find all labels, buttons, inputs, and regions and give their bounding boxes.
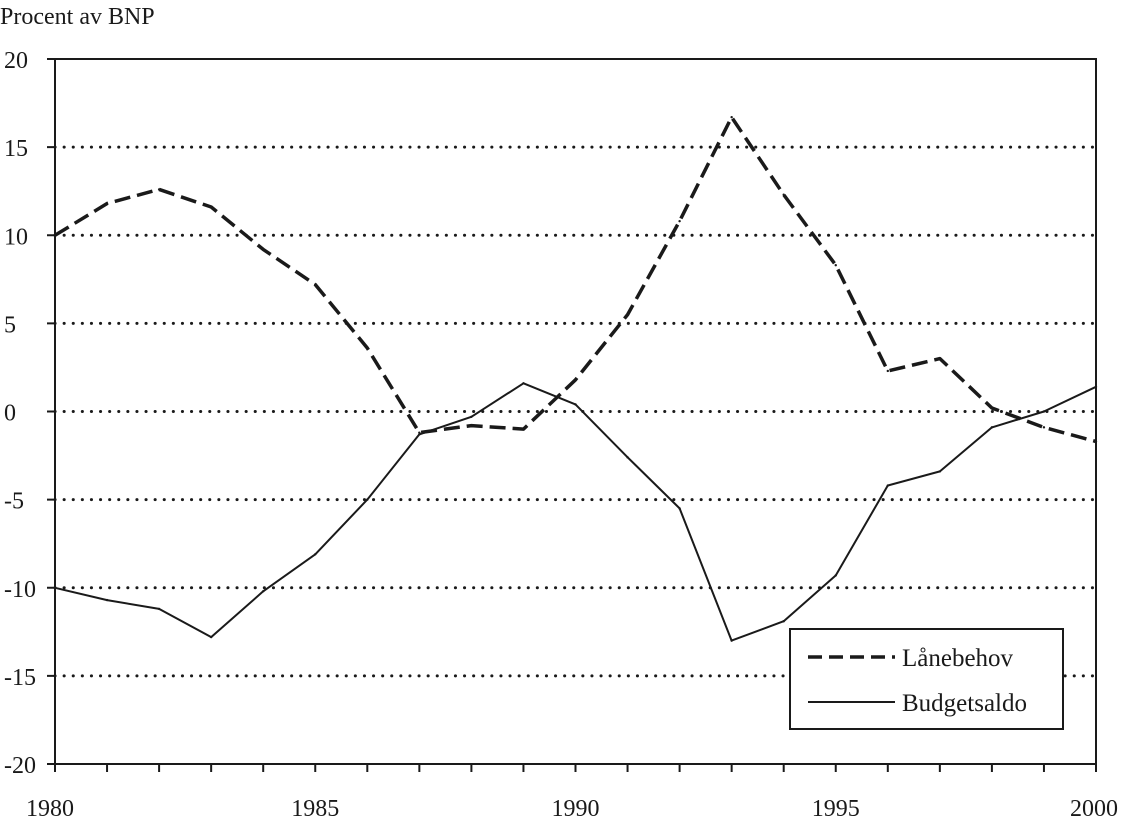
data-point xyxy=(782,620,785,623)
data-point xyxy=(990,406,994,410)
y-tick-label: -10 xyxy=(4,577,36,603)
data-point xyxy=(522,382,525,385)
x-tick-label: 1990 xyxy=(552,796,600,821)
data-point xyxy=(678,507,681,510)
data-point xyxy=(574,403,577,406)
series-line-lanebehov xyxy=(54,115,1097,444)
data-point xyxy=(1094,440,1098,443)
y-tick-label: 15 xyxy=(4,136,28,162)
data-point xyxy=(366,346,369,350)
data-point xyxy=(730,115,733,119)
data-point xyxy=(1042,426,1046,429)
legend-label-lanebehov: Lånebehov xyxy=(902,645,1014,672)
y-axis-ticks: 20 15 10 5 0 -5 -10 -15 -20 xyxy=(4,48,55,779)
x-tick-label: 1980 xyxy=(26,796,74,821)
data-point xyxy=(470,424,473,427)
data-point xyxy=(105,202,109,205)
data-point xyxy=(730,639,733,642)
legend-label-budgetsaldo: Budgetsaldo xyxy=(902,690,1027,717)
data-point xyxy=(262,590,265,593)
data-point xyxy=(834,574,837,577)
data-point xyxy=(470,415,473,418)
y-tick-label: -5 xyxy=(4,489,24,515)
data-point xyxy=(938,357,942,360)
data-point xyxy=(886,484,889,487)
x-tick-label: 1995 xyxy=(812,796,860,821)
data-point xyxy=(938,470,942,473)
data-point xyxy=(157,188,161,191)
data-point xyxy=(105,598,109,602)
y-tick-label: -20 xyxy=(4,753,36,779)
y-tick-label: 10 xyxy=(4,224,28,250)
legend: Lånebehov Budgetsaldo xyxy=(789,628,1064,730)
legend-box xyxy=(789,628,1064,730)
data-point xyxy=(990,426,994,429)
data-point xyxy=(314,553,317,556)
series-lines xyxy=(53,115,1098,642)
x-axis-ticks: 1980 1985 1990 1995 2000 xyxy=(26,764,1118,822)
data-point xyxy=(782,193,785,196)
data-point xyxy=(53,586,57,589)
data-point xyxy=(262,248,265,251)
y-tick-label: 0 xyxy=(4,401,16,427)
gridlines xyxy=(53,145,1098,678)
data-point xyxy=(1094,385,1098,389)
data-point xyxy=(834,264,837,267)
data-point xyxy=(626,313,629,316)
data-point xyxy=(209,635,213,639)
data-point xyxy=(678,219,681,223)
series-line-budgetsaldo xyxy=(54,382,1097,642)
data-point xyxy=(314,283,317,286)
data-point xyxy=(626,456,629,459)
data-point xyxy=(366,498,369,501)
data-point xyxy=(418,433,421,436)
x-tick-label: 1985 xyxy=(291,796,339,821)
y-tick-label: 20 xyxy=(4,48,28,74)
data-point xyxy=(574,378,577,381)
data-point xyxy=(522,427,525,431)
y-tick-label: 5 xyxy=(4,312,16,338)
y-tick-label: -15 xyxy=(4,665,36,691)
data-point xyxy=(886,369,889,373)
data-point xyxy=(53,234,57,237)
data-point xyxy=(157,607,161,611)
data-point xyxy=(209,205,213,209)
data-point xyxy=(1042,410,1046,413)
x-tick-label: 2000 xyxy=(1070,796,1118,821)
y-axis-title: Procent av BNP xyxy=(0,4,155,30)
